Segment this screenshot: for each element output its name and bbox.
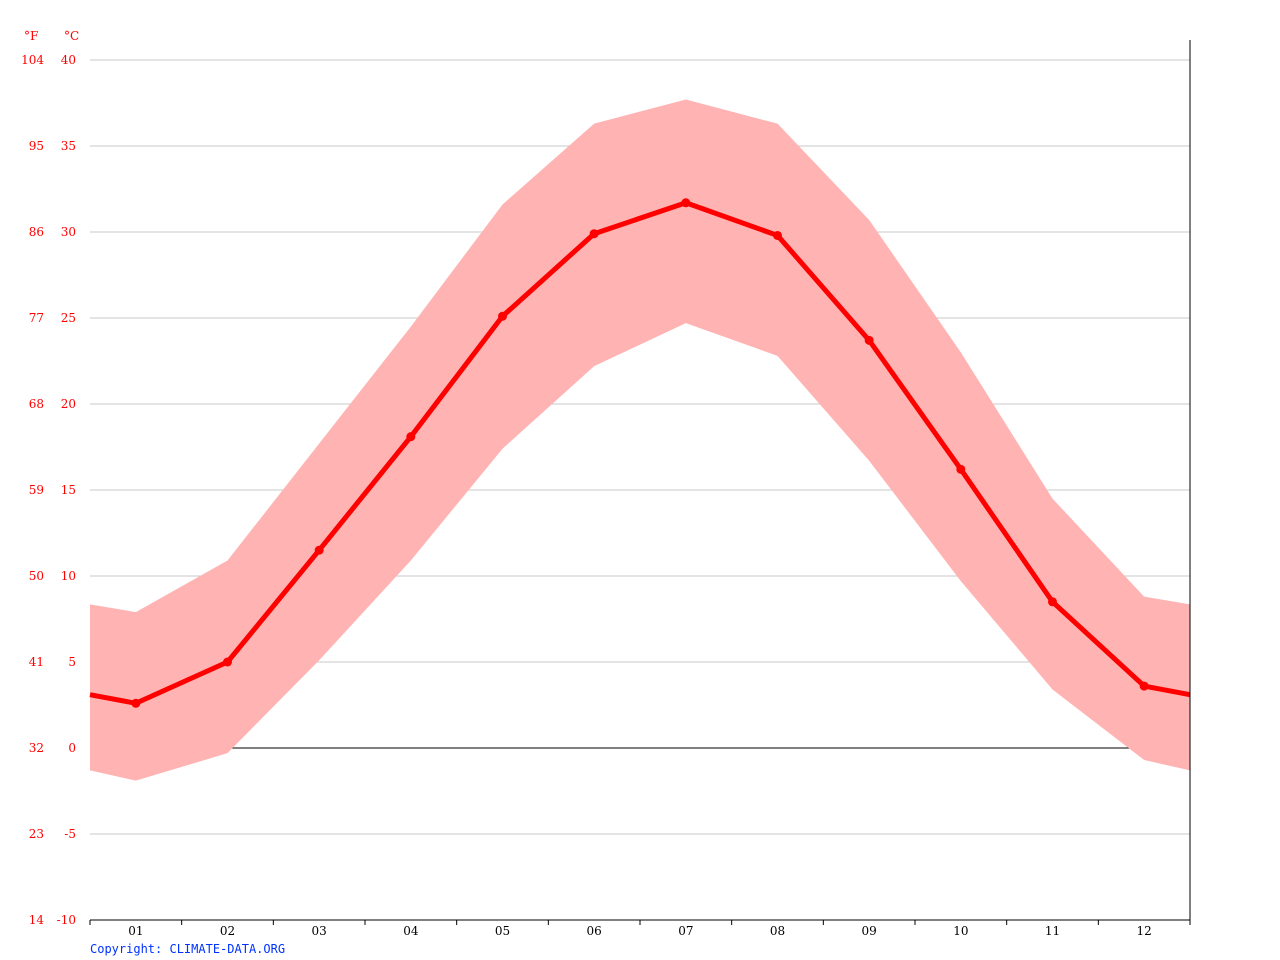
y-tick-f: 95 bbox=[29, 139, 44, 153]
mean-point bbox=[681, 198, 691, 208]
y-tick-f: 86 bbox=[29, 225, 44, 239]
mean-point bbox=[131, 698, 141, 708]
x-tick-label: 01 bbox=[128, 924, 143, 938]
y-tick-c: 30 bbox=[61, 225, 76, 239]
mean-point bbox=[498, 311, 507, 321]
y-tick-f: 59 bbox=[29, 483, 44, 497]
min-max-band bbox=[90, 99, 1190, 781]
mean-point bbox=[864, 335, 874, 345]
y-tick-f: 41 bbox=[29, 655, 44, 669]
x-tick-label: 09 bbox=[862, 924, 877, 938]
unit-c-label: °C bbox=[64, 29, 79, 43]
x-tick-label: 07 bbox=[678, 924, 693, 938]
y-tick-c: 25 bbox=[61, 311, 76, 325]
x-tick-label: 04 bbox=[403, 924, 419, 938]
mean-point bbox=[314, 545, 324, 555]
x-tick-label: 08 bbox=[770, 924, 785, 938]
unit-f-label: °F bbox=[24, 29, 38, 43]
y-tick-c: 40 bbox=[61, 53, 76, 67]
copyright-text: Copyright: CLIMATE-DATA.ORG bbox=[90, 942, 286, 956]
y-tick-c: 35 bbox=[61, 139, 76, 153]
y-tick-f: 50 bbox=[29, 569, 44, 583]
y-tick-c: -5 bbox=[64, 827, 76, 841]
mean-point bbox=[956, 464, 966, 474]
x-tick-label: 12 bbox=[1137, 924, 1152, 938]
y-tick-c: 20 bbox=[61, 397, 76, 411]
y-tick-f: 32 bbox=[29, 741, 44, 755]
x-tick-label: 02 bbox=[220, 924, 235, 938]
y-tick-c: 5 bbox=[68, 655, 76, 669]
y-tick-c: 15 bbox=[61, 483, 76, 497]
mean-point bbox=[406, 432, 416, 442]
x-tick-label: 10 bbox=[953, 924, 968, 938]
y-tick-f: 77 bbox=[29, 311, 44, 325]
mean-point bbox=[589, 229, 599, 239]
y-tick-c: -10 bbox=[57, 913, 76, 927]
x-tick-label: 06 bbox=[587, 924, 602, 938]
x-tick-label: 03 bbox=[312, 924, 327, 938]
y-tick-c: 10 bbox=[61, 569, 76, 583]
mean-point bbox=[1048, 597, 1057, 607]
x-tick-label: 05 bbox=[495, 924, 510, 938]
mean-point bbox=[223, 657, 232, 667]
x-tick-label: 11 bbox=[1045, 924, 1060, 938]
mean-point bbox=[1139, 681, 1149, 691]
y-tick-f: 23 bbox=[29, 827, 44, 841]
y-tick-c: 0 bbox=[68, 741, 76, 755]
mean-point bbox=[773, 230, 782, 240]
y-tick-f: 68 bbox=[29, 397, 44, 411]
y-tick-f: 14 bbox=[29, 913, 45, 927]
mean-temperature-line bbox=[89, 200, 1191, 706]
y-tick-f: 104 bbox=[21, 53, 44, 67]
